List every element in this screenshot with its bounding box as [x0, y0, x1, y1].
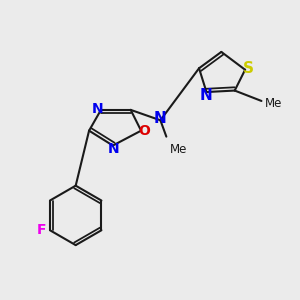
Text: N: N [108, 142, 119, 156]
Text: Me: Me [265, 98, 282, 110]
Text: N: N [154, 111, 167, 126]
Text: S: S [243, 61, 254, 76]
Text: N: N [92, 102, 103, 116]
Text: O: O [139, 124, 151, 138]
Text: Me: Me [170, 142, 188, 156]
Text: F: F [36, 223, 46, 237]
Text: N: N [200, 88, 213, 103]
